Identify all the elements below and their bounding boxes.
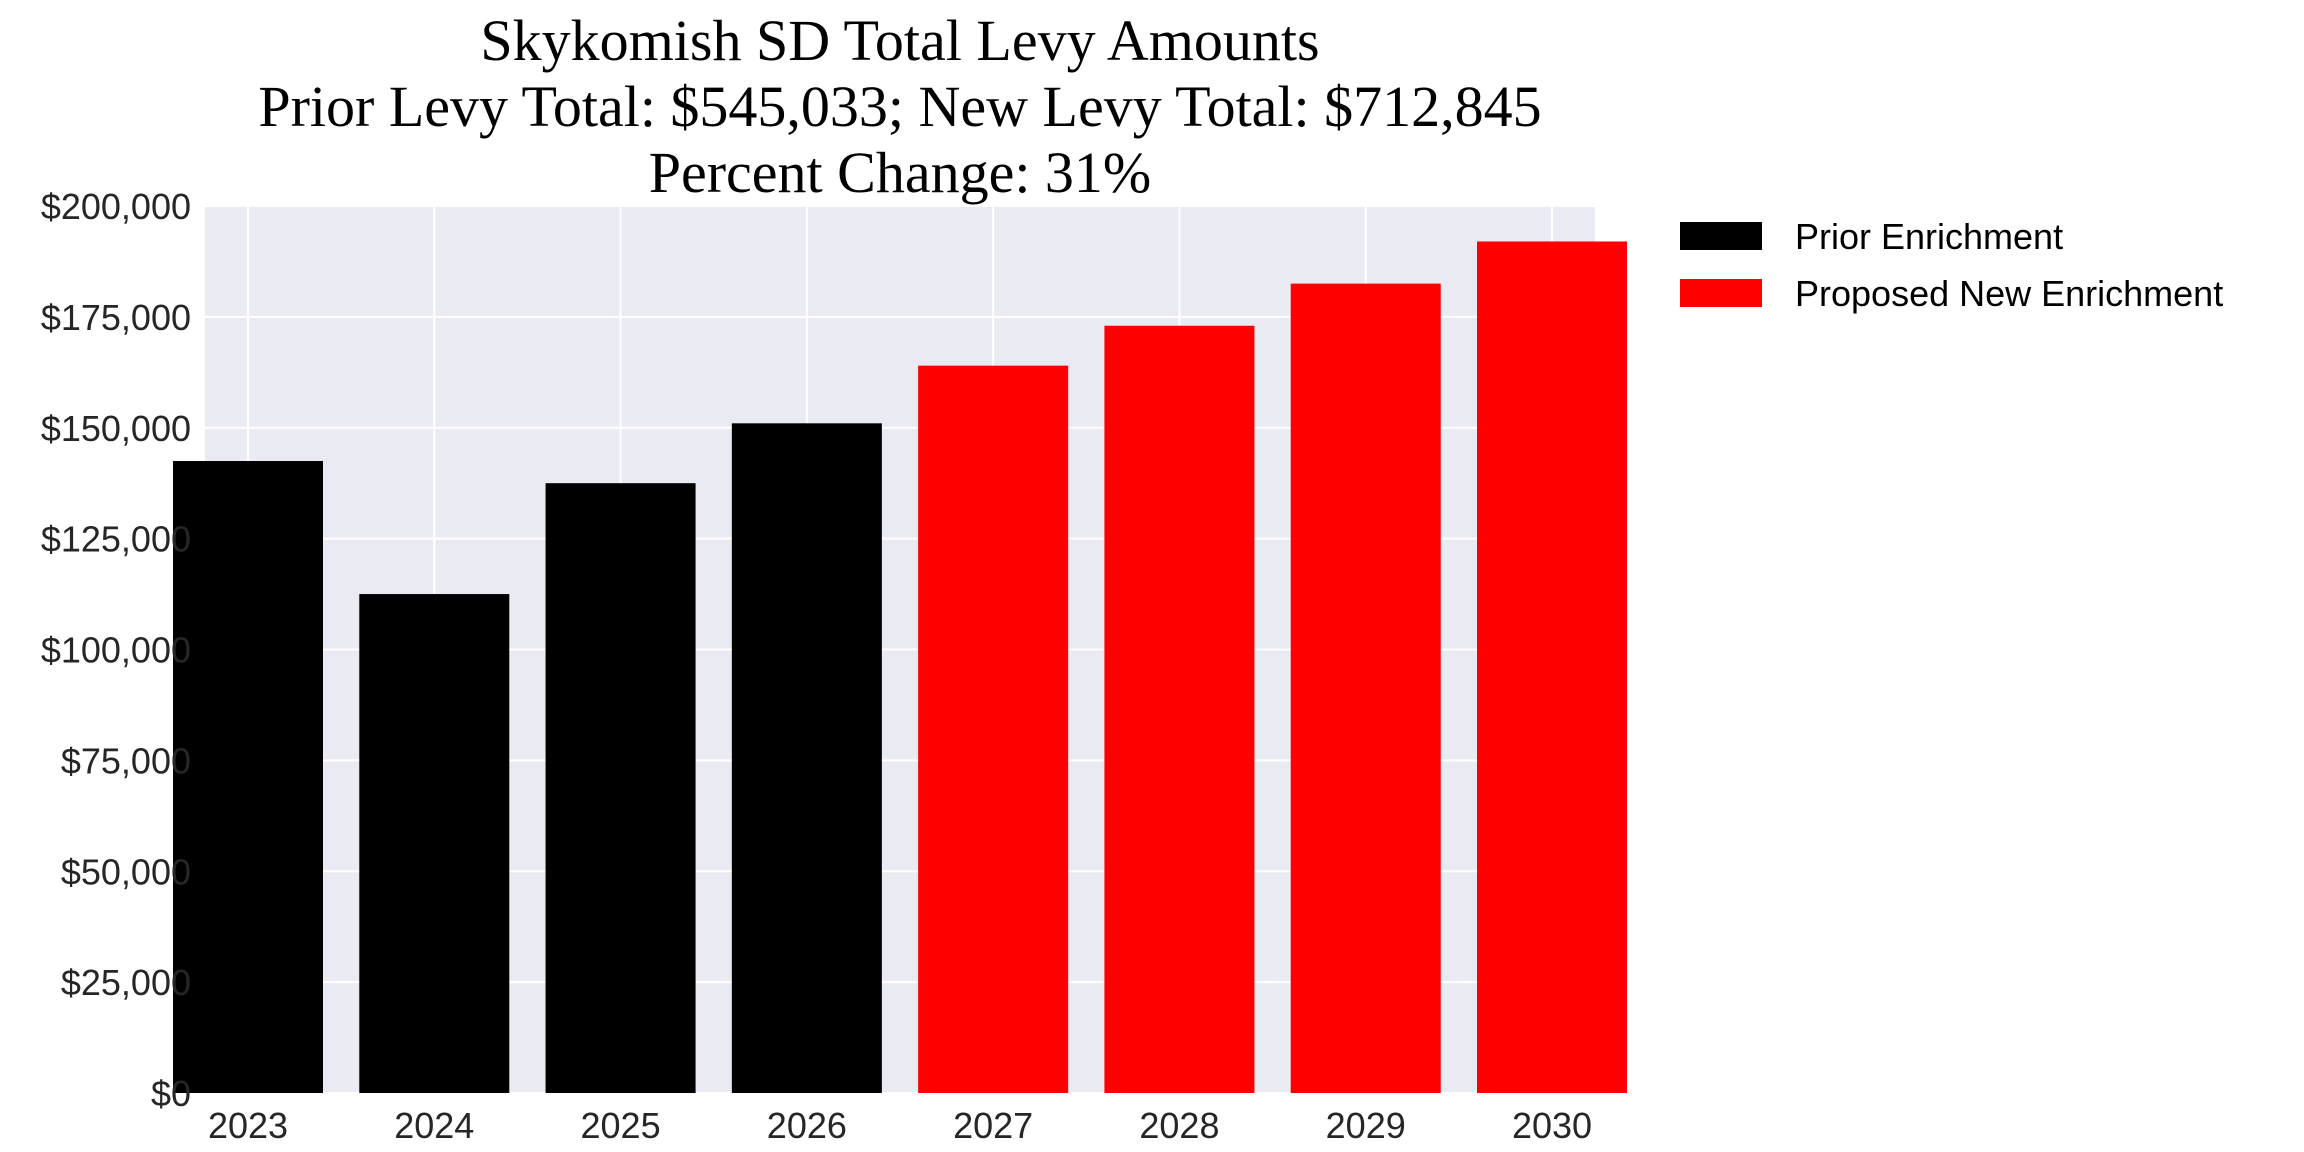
x-tick-label: 2024 bbox=[394, 1105, 474, 1146]
bar-2029 bbox=[1290, 283, 1441, 1093]
legend-swatch bbox=[1680, 279, 1762, 307]
x-tick-label: 2025 bbox=[581, 1105, 661, 1146]
bar-2023 bbox=[173, 461, 323, 1093]
chart-title-line-3: Percent Change: 31% bbox=[649, 140, 1152, 205]
x-axis-ticks: 2023 2024 2025 2026 2027 2028 2029 2030 bbox=[208, 1105, 1592, 1146]
y-tick-label: $125,000 bbox=[41, 519, 191, 560]
x-tick-label: 2030 bbox=[1512, 1105, 1592, 1146]
y-tick-label: $75,000 bbox=[61, 740, 191, 781]
x-tick-label: 2028 bbox=[1139, 1105, 1219, 1146]
legend-label: Proposed New Enrichment bbox=[1795, 273, 2223, 314]
y-tick-label: $0 bbox=[151, 1073, 191, 1114]
x-tick-label: 2026 bbox=[767, 1105, 847, 1146]
y-tick-label: $25,000 bbox=[61, 962, 191, 1003]
y-tick-label: $200,000 bbox=[41, 186, 191, 227]
y-tick-label: $150,000 bbox=[41, 408, 191, 449]
legend-swatch bbox=[1680, 222, 1762, 250]
y-tick-label: $175,000 bbox=[41, 297, 191, 338]
y-axis-ticks: $0 $25,000 $50,000 $75,000 $100,000 $125,000 $… bbox=[41, 186, 191, 1114]
x-tick-label: 2029 bbox=[1326, 1105, 1406, 1146]
legend: Prior Enrichment Proposed New Enrichment bbox=[1680, 216, 2223, 314]
chart-title-line-1: Skykomish SD Total Levy Amounts bbox=[480, 8, 1319, 73]
y-tick-label: $100,000 bbox=[41, 630, 191, 671]
bar-2024 bbox=[359, 594, 510, 1093]
bar-2025 bbox=[545, 483, 696, 1093]
x-tick-label: 2023 bbox=[208, 1105, 288, 1146]
bar-2027 bbox=[918, 365, 1069, 1093]
legend-label: Prior Enrichment bbox=[1795, 216, 2063, 257]
bar-2028 bbox=[1104, 325, 1255, 1093]
bar-2030 bbox=[1477, 241, 1627, 1094]
chart-title-line-2: Prior Levy Total: $545,033; New Levy Tot… bbox=[258, 74, 1541, 139]
bar-2026 bbox=[731, 423, 882, 1093]
chart-title: Skykomish SD Total Levy Amounts Prior Le… bbox=[258, 8, 1541, 205]
x-tick-label: 2027 bbox=[953, 1105, 1033, 1146]
bars bbox=[173, 241, 1627, 1094]
y-tick-label: $50,000 bbox=[61, 851, 191, 892]
